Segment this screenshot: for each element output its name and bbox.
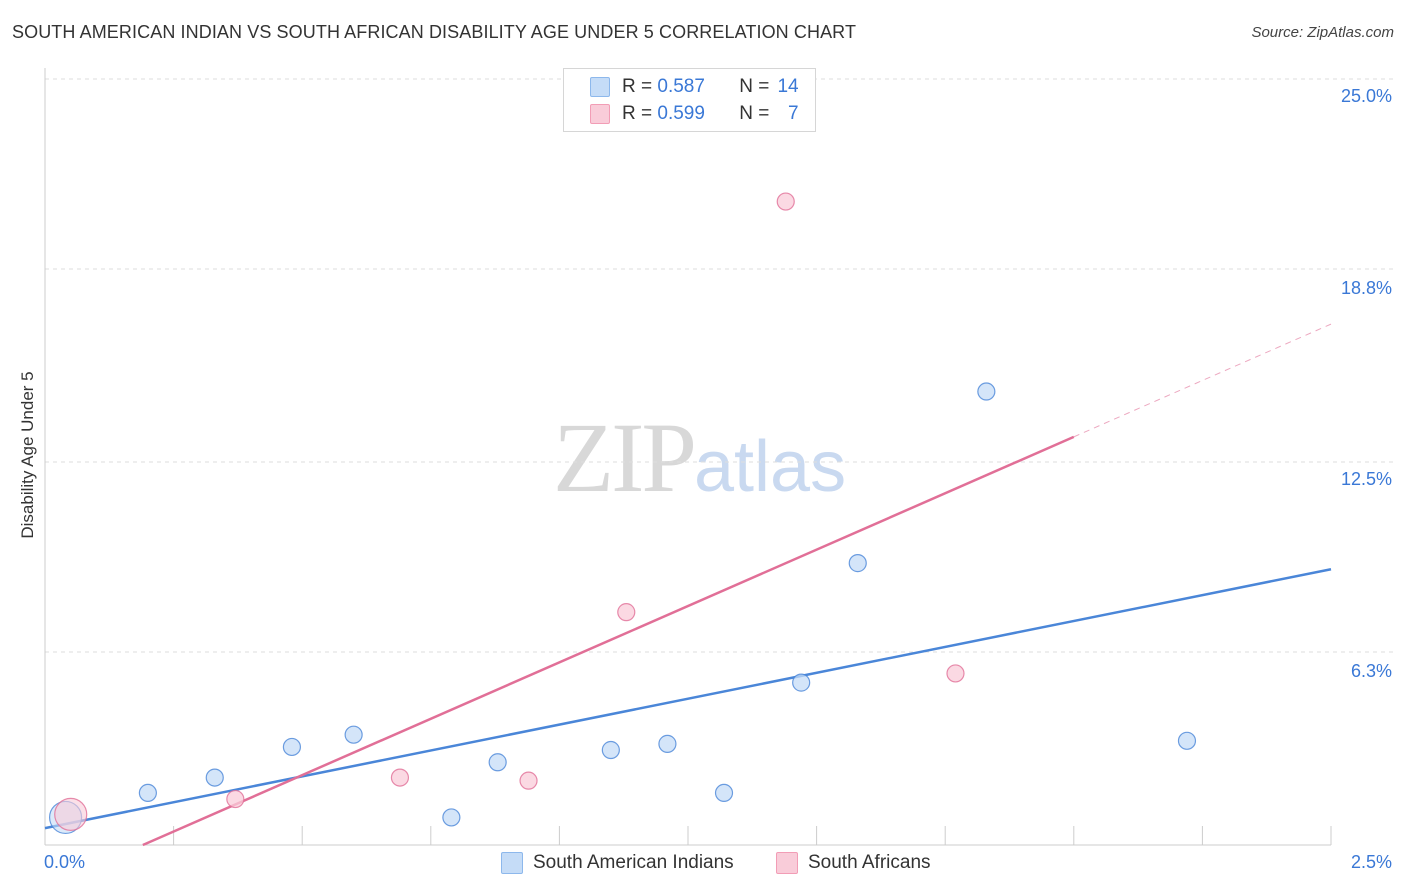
point-south-africans [226, 789, 245, 809]
watermark: ZIPatlas [553, 400, 846, 515]
point-south-american-indians [977, 382, 996, 401]
point-south-american-indians [138, 783, 157, 803]
trend-line-south-american-indians [44, 568, 1332, 830]
y-tick-label: 12.5% [1340, 469, 1392, 489]
y-tick-label: 6.3% [1350, 661, 1392, 681]
r-value: 0.599 [657, 103, 705, 124]
legend-row-south-american-indians: R = 0.587 N = 14 [590, 75, 799, 99]
stats-legend: R = 0.587 N = 14 R = 0.599 N = 7 [563, 68, 816, 132]
r-label: R = [622, 76, 653, 97]
point-south-africans [390, 768, 410, 787]
legend-swatch [776, 852, 798, 874]
n-value: 14 [777, 76, 799, 97]
n-label: N = [739, 76, 770, 97]
legend-label: South Africans [808, 852, 931, 873]
point-south-american-indians [282, 737, 302, 757]
point-south-american-indians [1177, 731, 1197, 750]
r-label: R = [622, 103, 653, 124]
point-south-american-indians [848, 554, 867, 573]
point-south-africans [519, 771, 538, 790]
y-tick-label: 18.8% [1340, 278, 1392, 298]
point-south-american-indians [344, 725, 363, 744]
watermark-atlas: atlas [694, 427, 847, 507]
point-south-american-indians [792, 673, 811, 692]
legend-row-south-africans: R = 0.599 N = 7 [590, 102, 799, 126]
source-label: Source: ZipAtlas.com [1251, 24, 1394, 41]
x-tick-label: 0.0% [44, 852, 86, 872]
point-south-africans [946, 664, 965, 683]
point-south-american-indians [601, 740, 620, 760]
legend-swatch [590, 104, 610, 124]
x-tick-label: 2.5% [1350, 852, 1392, 872]
point-south-american-indians [714, 783, 734, 803]
point-south-africans [54, 797, 88, 831]
trend-line-extension-south-africans [1073, 323, 1332, 438]
legend-item-south-american-indians[interactable]: South American Indians [501, 852, 734, 874]
legend-label: South American Indians [533, 852, 734, 873]
r-value: 0.587 [657, 76, 705, 97]
point-south-american-indians [658, 734, 677, 753]
legend-swatch [590, 77, 610, 97]
point-south-africans [776, 192, 795, 211]
y-tick-label: 25.0% [1340, 86, 1392, 106]
trend-line-south-africans [142, 435, 1075, 847]
chart-title: SOUTH AMERICAN INDIAN VS SOUTH AFRICAN D… [12, 22, 857, 42]
n-value: 7 [788, 103, 799, 124]
point-south-africans [617, 603, 636, 622]
point-south-american-indians [488, 753, 507, 772]
legend-swatch [501, 852, 523, 874]
legend-item-south-africans[interactable]: South Africans [776, 852, 931, 874]
n-label: N = [739, 103, 770, 124]
point-south-american-indians [442, 808, 461, 827]
point-south-american-indians [205, 768, 224, 787]
watermark-zip: ZIP [553, 402, 697, 513]
